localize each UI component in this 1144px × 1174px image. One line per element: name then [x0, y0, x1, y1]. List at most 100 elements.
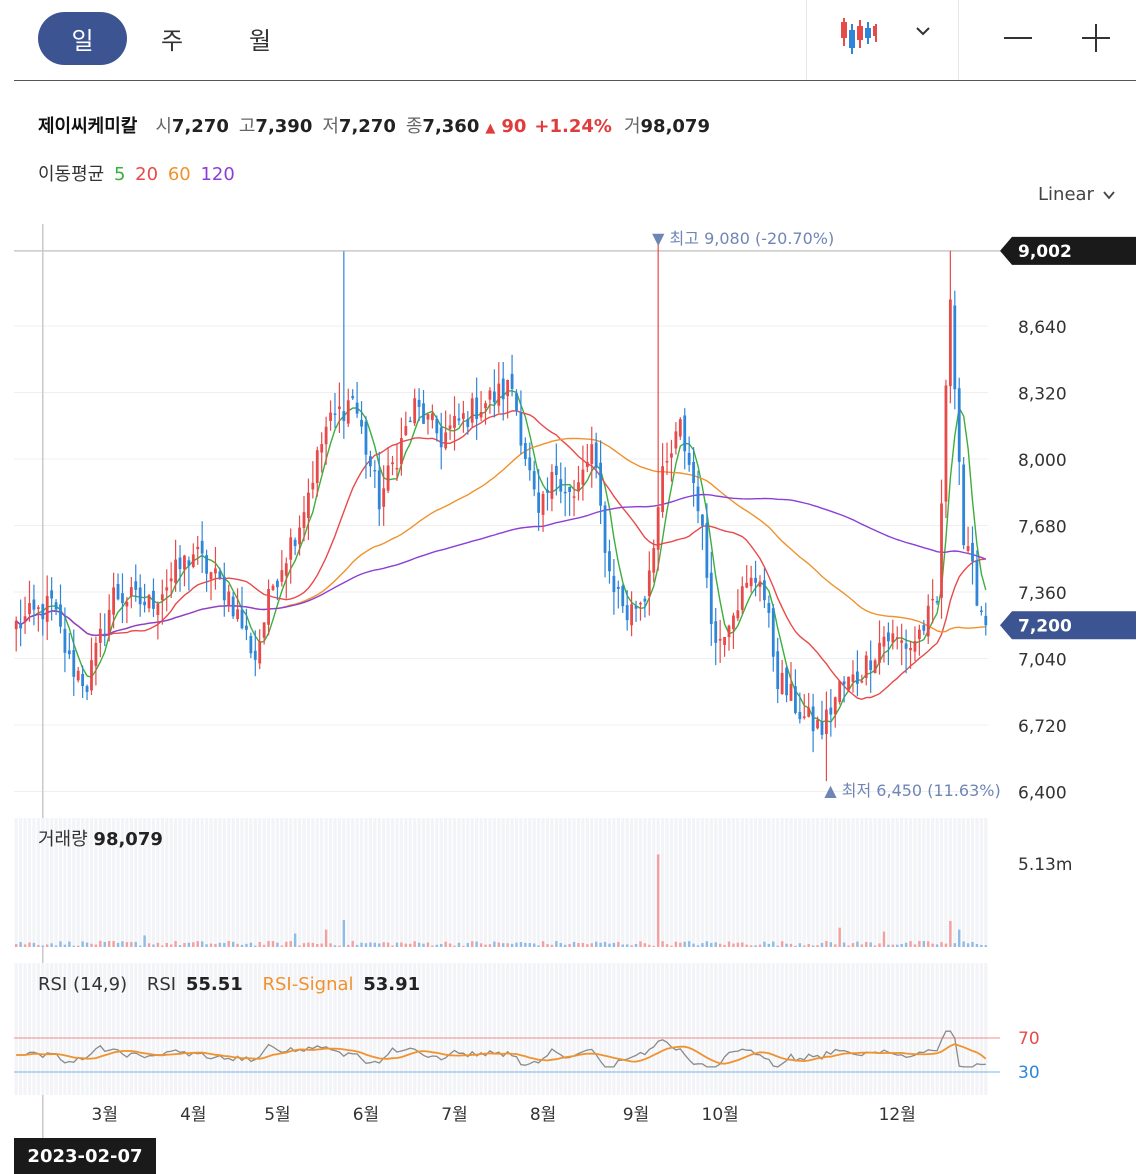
volume-bar — [528, 943, 531, 947]
volume-bar — [134, 941, 137, 947]
candle-body — [143, 601, 147, 606]
candle-body — [647, 570, 651, 597]
volume-bar — [267, 940, 270, 947]
candle-body — [825, 709, 828, 735]
volume-bar — [847, 945, 850, 947]
volume-bar — [608, 943, 611, 947]
rsi-bg-stripe — [820, 963, 824, 1095]
candle-body — [546, 489, 549, 493]
rsi-bg-stripe — [457, 963, 461, 1095]
volume-bar — [169, 944, 173, 947]
volume-bg-stripe — [820, 818, 824, 947]
ma-5-label[interactable]: 5 — [113, 164, 126, 185]
rsi-bg-stripe — [753, 963, 758, 1095]
ma-20-label[interactable]: 20 — [135, 164, 159, 185]
candle-body — [457, 418, 461, 421]
volume-bar — [258, 942, 261, 947]
volume-bar — [59, 941, 62, 947]
volume-bg-stripe — [284, 818, 288, 947]
volume-bar — [192, 942, 195, 947]
candle-body — [727, 625, 731, 638]
rsi-bg-stripe — [452, 963, 457, 1095]
rsi-bg-stripe — [506, 963, 510, 1095]
volume-bg-stripe — [753, 818, 758, 947]
volume-bg-stripe — [594, 818, 598, 947]
candle-body — [559, 479, 563, 492]
rsi-bg-stripe — [426, 963, 430, 1095]
volume-bg-stripe — [678, 818, 682, 947]
candle-body — [245, 625, 248, 630]
volume-bg-stripe — [435, 818, 439, 947]
plus-icon[interactable] — [1080, 22, 1112, 58]
candle-body — [771, 608, 775, 657]
volume-bg-stripe — [798, 818, 802, 947]
rsi-bg-stripe — [767, 963, 771, 1095]
candle-body — [351, 396, 355, 399]
volume-bg-stripe — [448, 818, 452, 947]
volume-bg-stripe — [612, 818, 616, 947]
candle-body — [572, 496, 576, 498]
candle-body — [253, 650, 257, 660]
volume-bg-stripe — [563, 818, 567, 947]
tab-month[interactable]: 월 — [248, 27, 272, 55]
candle-body — [882, 636, 886, 647]
volume-bar — [400, 942, 403, 947]
rsi-bg-stripe — [603, 963, 607, 1095]
candle-body — [745, 582, 749, 588]
volume-bg-stripe — [320, 818, 324, 947]
candle-body — [594, 442, 598, 468]
volume-bg-stripe — [864, 818, 868, 947]
ma-line-60 — [15, 437, 986, 637]
volume-bg-stripe — [660, 818, 665, 947]
volume-bg-stripe — [939, 818, 944, 947]
volume-bg-stripe — [187, 818, 191, 947]
chevron-down-icon[interactable] — [914, 22, 932, 44]
volume-bg-stripe — [621, 818, 625, 947]
volume-bar — [829, 942, 833, 947]
volume-panel-value: 98,079 — [93, 829, 163, 850]
volume-bar — [718, 943, 722, 947]
candle-body — [103, 633, 107, 636]
rsi-bg-stripe — [718, 963, 722, 1095]
volume-bar — [807, 943, 810, 947]
candlestick-icon[interactable] — [838, 16, 878, 60]
candle-body — [413, 398, 417, 424]
rsi-bg-stripe — [541, 963, 545, 1095]
volume-bg-stripe — [346, 818, 350, 947]
rsi-bg-stripe — [957, 963, 961, 1095]
volume-bar — [856, 941, 859, 947]
rsi-bg-stripe — [497, 963, 501, 1095]
volume-bar — [873, 945, 877, 947]
volume-bar — [563, 944, 567, 947]
candle-body — [878, 642, 881, 663]
volume-bg-stripe — [771, 818, 775, 947]
volume-bar — [333, 945, 337, 947]
volume-bar — [85, 942, 89, 947]
volume-label: 거 — [623, 116, 641, 137]
ma-60-label[interactable]: 60 — [167, 164, 191, 185]
rsi-bg-stripe — [922, 963, 926, 1095]
tab-day[interactable]: 일 — [38, 12, 127, 65]
volume-bg-stripe — [457, 818, 461, 947]
volume-bar — [927, 941, 930, 947]
volume-bg-stripe — [908, 818, 913, 947]
volume-bar — [896, 944, 899, 947]
ma-120-label[interactable]: 120 — [200, 164, 235, 185]
candle-body — [271, 585, 275, 590]
volume-bg-stripe — [266, 818, 271, 947]
candle-body — [639, 602, 642, 605]
crosshair-price-badge-shape — [1000, 236, 1136, 265]
volume-bar — [506, 943, 509, 947]
scale-selector[interactable]: Linear — [1038, 184, 1116, 205]
volume-bar — [103, 941, 106, 947]
tab-week[interactable]: 주 — [160, 27, 184, 55]
candle-body — [169, 578, 173, 582]
candle-body — [940, 503, 943, 598]
volume-bar — [231, 941, 235, 947]
volume-bg-stripe — [603, 818, 607, 947]
volume-bar — [435, 944, 439, 947]
volume-bg-stripe — [373, 818, 377, 947]
candle-body — [134, 581, 138, 590]
candle-body — [324, 426, 328, 445]
minus-icon[interactable] — [1002, 22, 1034, 58]
